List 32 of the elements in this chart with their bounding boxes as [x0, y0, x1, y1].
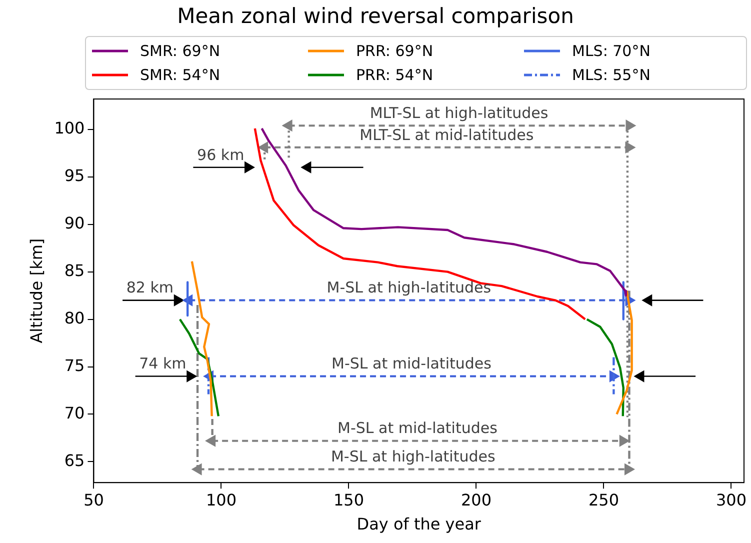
- series-label: 96 km: [197, 146, 244, 164]
- x-axis-title: Day of the year: [356, 514, 482, 534]
- x-tick-label: 50: [84, 490, 104, 510]
- series-label: 74 km: [139, 354, 186, 373]
- y-tick-label: 85: [64, 260, 85, 280]
- series-label: MLT-SL at high-latitudes: [370, 104, 548, 122]
- y-tick-label: 80: [64, 308, 85, 328]
- x-tick-label: 250: [588, 490, 620, 510]
- series-label: M-SL at mid-latitudes: [338, 419, 498, 438]
- y-tick-label: 95: [64, 166, 85, 186]
- y-tick-label: 65: [64, 450, 85, 470]
- series-label: MLT-SL at mid-latitudes: [360, 126, 534, 144]
- legend-label: MLS: 55°N: [572, 66, 650, 84]
- series-label: M-SL at mid-latitudes: [332, 354, 492, 373]
- y-tick-label: 90: [64, 213, 85, 232]
- series-label: M-SL at high-latitudes: [326, 278, 492, 297]
- y-axis-title: Altitude [km]: [26, 238, 46, 344]
- legend-label: MLS: 70°N: [572, 42, 650, 60]
- legend-label: PRR: 69°N: [356, 42, 434, 60]
- y-tick-label: 75: [64, 356, 85, 375]
- y-tick-label: 100: [54, 118, 85, 138]
- y-tick-label: 70: [64, 403, 85, 422]
- x-tick-label: 100: [206, 490, 237, 510]
- x-tick-label: 200: [460, 490, 492, 510]
- series-label: M-SL at high-latitudes: [330, 448, 496, 466]
- x-tick-label: 150: [333, 490, 364, 510]
- legend-label: SMR: 69°N: [140, 42, 220, 60]
- legend-label: SMR: 54°N: [140, 66, 220, 84]
- x-tick-label: 300: [716, 490, 747, 510]
- legend-label: PRR: 54°N: [356, 66, 434, 84]
- series-label: 82 km: [126, 278, 174, 297]
- chart-title: Mean zonal wind reversal comparison: [176, 4, 575, 28]
